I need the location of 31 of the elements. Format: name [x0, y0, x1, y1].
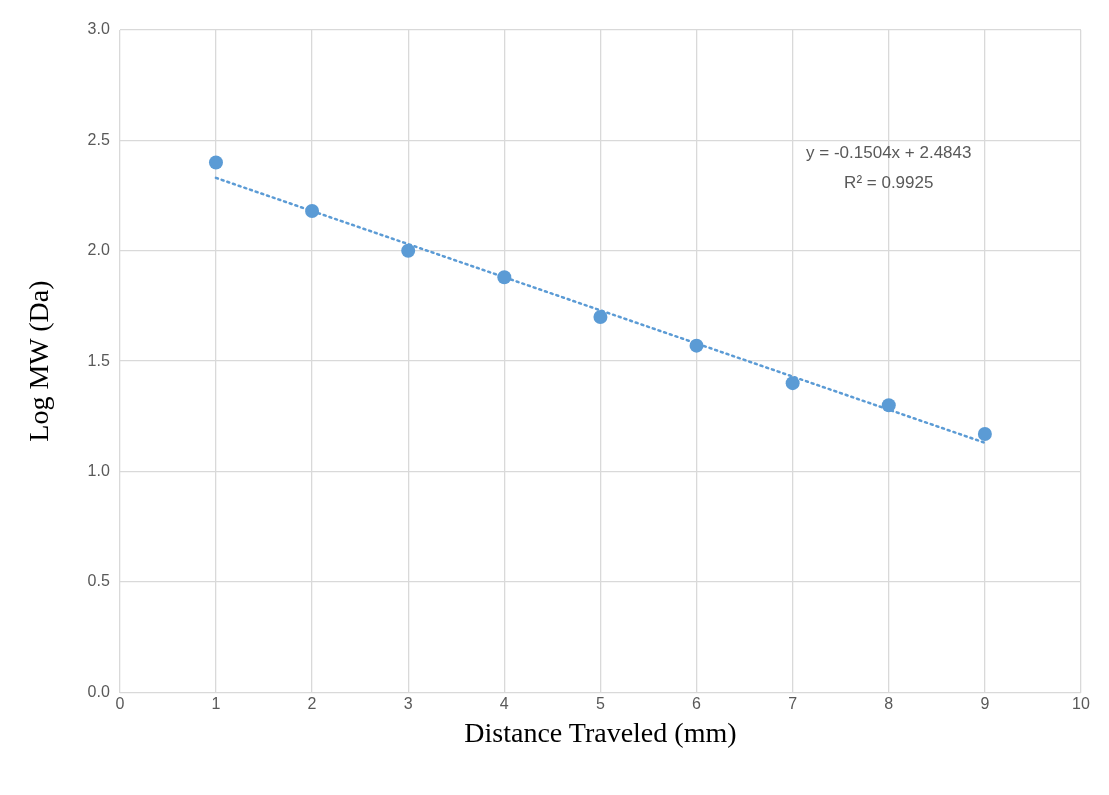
x-tick-label: 10 [1072, 695, 1090, 713]
point [401, 243, 416, 258]
point [305, 204, 320, 218]
point [689, 338, 704, 353]
annotation: R² = 0.9925 [844, 172, 934, 192]
point [977, 426, 992, 441]
y-tick-label: 2.0 [87, 241, 110, 259]
x-tick-label: 0 [115, 695, 125, 713]
x-tick-label: 3 [403, 695, 413, 713]
y-tick-label: 2.5 [87, 130, 110, 148]
point [593, 309, 608, 324]
point [881, 398, 896, 413]
annotation: y = -0.1504x + 2.4843 [806, 142, 972, 162]
y-axis-title: Log MW (Da) [23, 280, 55, 442]
point [208, 155, 223, 170]
x-tick-label: 9 [980, 695, 990, 713]
point [785, 376, 800, 391]
x-tick-label: 2 [307, 695, 317, 713]
point [497, 270, 512, 285]
y-tick-label: 1.0 [87, 461, 110, 479]
x-tick-label: 4 [499, 695, 509, 713]
x-tick-label: 8 [884, 695, 894, 713]
x-tick-label: 5 [595, 695, 605, 713]
y-tick-label: 3.0 [87, 20, 110, 38]
y-tick-label: 0.0 [87, 682, 110, 700]
x-tick-label: 6 [692, 695, 702, 713]
x-axis-title: Distance Traveled (mm) [464, 716, 737, 748]
y-tick-label: 1.5 [87, 351, 110, 369]
x-tick-label: 7 [788, 695, 798, 713]
x-tick-label: 1 [211, 695, 221, 713]
y-tick-label: 0.5 [87, 572, 110, 590]
